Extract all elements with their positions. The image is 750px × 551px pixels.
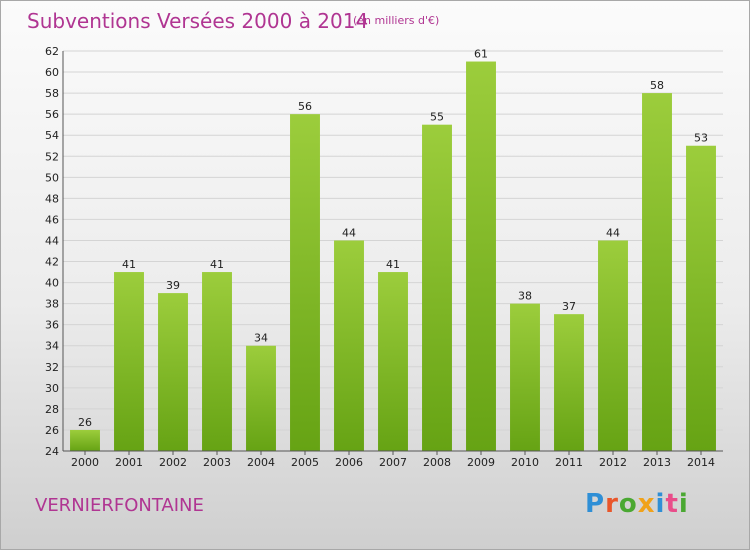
logo-letter: i (678, 489, 689, 519)
data-label: 55 (430, 111, 444, 124)
x-tick-label: 2009 (467, 456, 495, 469)
data-label: 44 (342, 226, 356, 239)
bar-2012 (598, 240, 628, 451)
logo-letter: o (618, 489, 638, 519)
y-tick-label: 58 (45, 87, 59, 100)
bar-2000 (70, 429, 100, 451)
chart-title: Subventions Versées 2000 à 2014 (27, 9, 369, 33)
proxiti-logo: Proxiti (585, 489, 689, 519)
y-tick-label: 30 (45, 382, 59, 395)
logo-letter: x (637, 489, 656, 519)
y-tick-label: 62 (45, 45, 59, 58)
y-tick-label: 34 (45, 340, 59, 353)
x-tick-label: 2002 (159, 456, 187, 469)
y-tick-label: 32 (45, 361, 59, 374)
data-label: 56 (298, 100, 312, 113)
y-tick-label: 40 (45, 277, 59, 290)
bar-2003 (202, 272, 232, 451)
bar-2006 (334, 240, 364, 451)
data-label: 44 (606, 226, 620, 239)
bar-2001 (114, 272, 144, 451)
data-label: 53 (694, 132, 708, 145)
x-tick-label: 2006 (335, 456, 363, 469)
x-tick-label: 2003 (203, 456, 231, 469)
x-tick-label: 2005 (291, 456, 319, 469)
y-tick-label: 54 (45, 129, 59, 142)
data-label: 37 (562, 300, 576, 313)
x-tick-label: 2004 (247, 456, 275, 469)
x-tick-label: 2001 (115, 456, 143, 469)
y-tick-label: 44 (45, 234, 59, 247)
x-tick-label: 2007 (379, 456, 407, 469)
bar-2014 (686, 145, 716, 451)
x-tick-label: 2011 (555, 456, 583, 469)
bar-2011 (554, 314, 584, 451)
x-tick-label: 2010 (511, 456, 539, 469)
y-tick-label: 28 (45, 403, 59, 416)
bar-2013 (642, 93, 672, 452)
y-tick-label: 50 (45, 171, 59, 184)
logo-letter: t (665, 489, 679, 519)
data-label: 26 (78, 416, 92, 429)
data-label: 41 (386, 258, 400, 271)
x-tick-label: 2014 (687, 456, 715, 469)
logo-letter: i (655, 489, 666, 519)
y-tick-label: 60 (45, 66, 59, 79)
data-label: 58 (650, 79, 664, 92)
bar-2009 (466, 61, 496, 452)
y-tick-label: 52 (45, 150, 59, 163)
x-tick-label: 2013 (643, 456, 671, 469)
data-label: 61 (474, 48, 488, 61)
y-tick-label: 38 (45, 298, 59, 311)
logo-letter: r (605, 489, 619, 519)
y-tick-label: 36 (45, 319, 59, 332)
logo-letter: P (585, 489, 606, 519)
data-label: 38 (518, 290, 532, 303)
y-tick-label: 48 (45, 192, 59, 205)
y-tick-label: 24 (45, 445, 59, 458)
bar-2007 (378, 272, 408, 451)
bar-2004 (246, 345, 276, 451)
y-tick-label: 26 (45, 424, 59, 437)
y-tick-label: 46 (45, 213, 59, 226)
chart-subtitle: (en milliers d'€) (353, 14, 440, 27)
data-label: 34 (254, 332, 268, 345)
x-tick-label: 2008 (423, 456, 451, 469)
town-name: VERNIERFONTAINE (35, 495, 204, 516)
x-tick-label: 2012 (599, 456, 627, 469)
data-label: 41 (210, 258, 224, 271)
x-tick-label: 2000 (71, 456, 99, 469)
bar-2008 (422, 124, 452, 452)
y-tick-label: 56 (45, 108, 59, 121)
bar-2002 (158, 293, 188, 451)
y-tick-label: 42 (45, 256, 59, 269)
bar-2010 (510, 303, 540, 451)
data-label: 39 (166, 279, 180, 292)
data-label: 41 (122, 258, 136, 271)
bar-2005 (290, 114, 320, 451)
